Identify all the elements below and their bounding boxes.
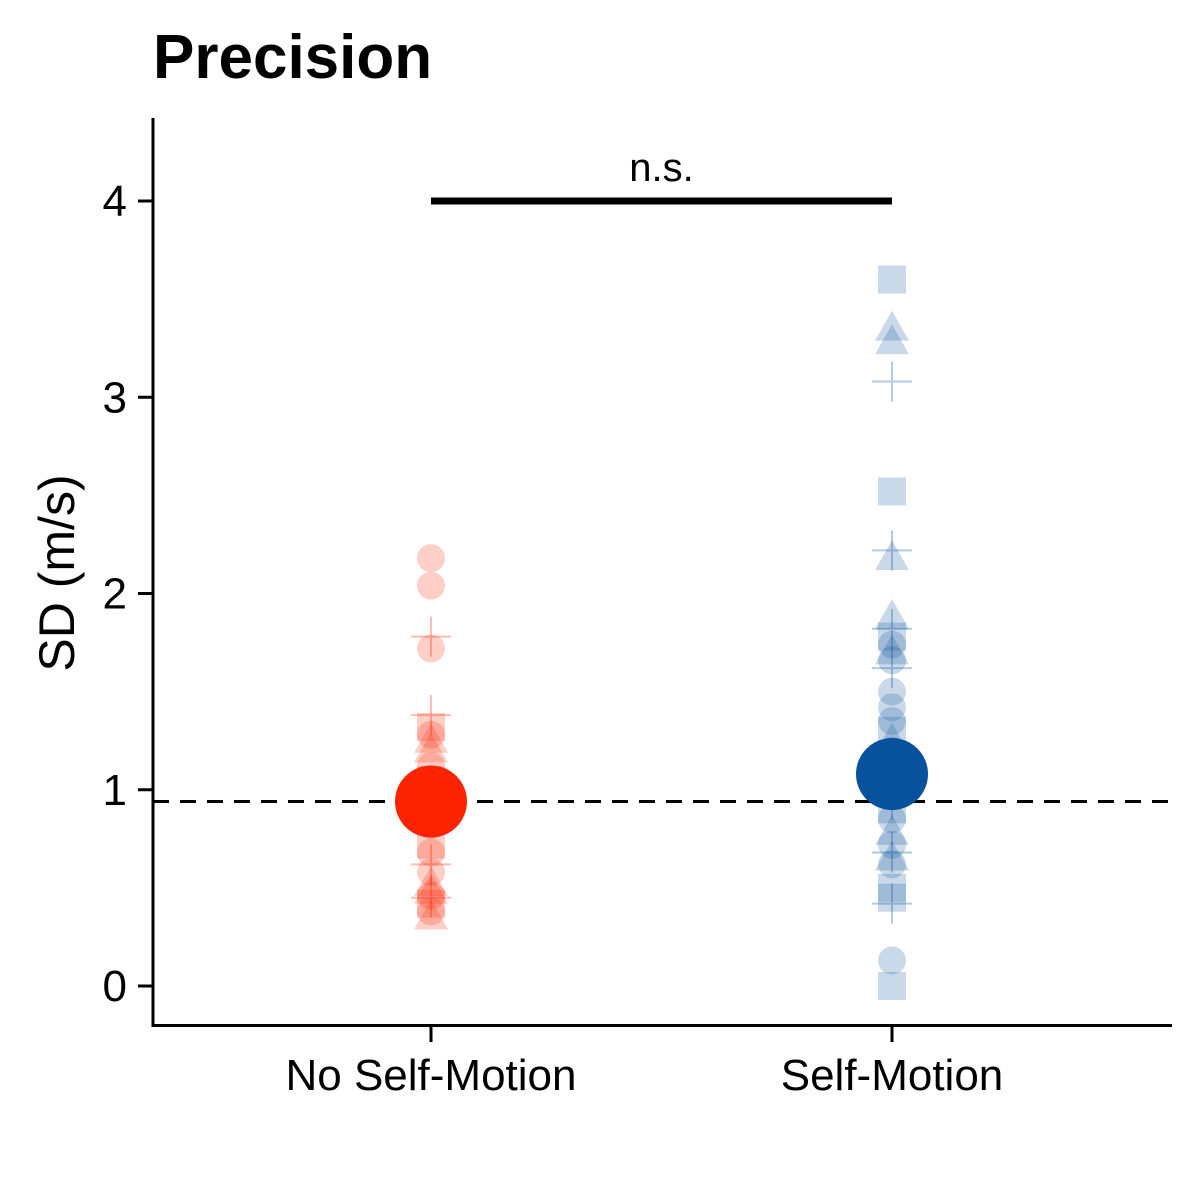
data-point-circle bbox=[417, 634, 445, 663]
data-point-circle bbox=[417, 544, 445, 573]
data-point-triangle bbox=[414, 732, 448, 763]
data-point-cross bbox=[872, 530, 912, 571]
data-point-square bbox=[878, 873, 906, 902]
x-axis-ticks: No Self-Motion Self-Motion bbox=[285, 1027, 1003, 1100]
data-point-circle bbox=[878, 707, 906, 736]
data-point-circle bbox=[878, 850, 906, 879]
series-points bbox=[411, 544, 451, 930]
data-point-triangle bbox=[414, 722, 448, 753]
data-point-circle bbox=[417, 720, 445, 749]
data-point-triangle bbox=[875, 599, 909, 630]
data-point-circle bbox=[878, 646, 906, 675]
data-point-circle bbox=[417, 571, 445, 600]
data-point-square bbox=[878, 883, 906, 912]
data-point-circle bbox=[878, 830, 906, 859]
y-axis-ticks: 0 1 2 3 4 bbox=[103, 177, 153, 1011]
y-tick-label: 2 bbox=[103, 570, 127, 619]
data-point-circle bbox=[878, 630, 906, 659]
data-point-circle bbox=[878, 805, 906, 834]
data-point-circle bbox=[878, 677, 906, 706]
y-tick-label: 4 bbox=[103, 177, 127, 226]
data-point-square bbox=[878, 622, 906, 651]
data-point-cross bbox=[411, 844, 451, 885]
mean-point bbox=[856, 738, 928, 811]
y-tick-label: 3 bbox=[103, 373, 127, 422]
data-point-circle bbox=[417, 858, 445, 887]
data-point-square bbox=[417, 889, 445, 918]
plot-area bbox=[153, 265, 1172, 1000]
data-point-triangle bbox=[875, 310, 909, 341]
data-point-circle bbox=[417, 838, 445, 867]
data-point-cross bbox=[872, 883, 912, 924]
data-point-cross bbox=[872, 608, 912, 649]
x-tick-label: No Self-Motion bbox=[285, 1051, 576, 1100]
significance-label: n.s. bbox=[629, 146, 693, 190]
y-tick-label: 0 bbox=[103, 962, 127, 1011]
data-point-circle bbox=[417, 897, 445, 926]
data-point-square bbox=[878, 265, 906, 294]
y-axis-title: SD (m/s) bbox=[29, 474, 85, 671]
data-point-cross bbox=[411, 695, 451, 736]
data-point-triangle bbox=[414, 865, 448, 896]
data-point-square bbox=[878, 477, 906, 506]
data-point-circle bbox=[417, 881, 445, 910]
mean-point bbox=[395, 765, 467, 838]
data-point-cross bbox=[411, 616, 451, 657]
y-tick-label: 1 bbox=[103, 766, 127, 815]
data-point-cross bbox=[872, 361, 912, 402]
data-point-cross bbox=[872, 832, 912, 873]
data-point-triangle bbox=[875, 634, 909, 665]
significance-annotation: n.s. bbox=[431, 146, 892, 205]
data-point-triangle bbox=[875, 540, 909, 571]
chart-title: Precision bbox=[153, 23, 432, 92]
data-point-triangle bbox=[414, 873, 448, 904]
data-point-triangle bbox=[414, 899, 448, 930]
series-points bbox=[872, 265, 912, 1000]
data-point-circle bbox=[878, 693, 906, 722]
data-point-triangle bbox=[875, 840, 909, 871]
data-point-square bbox=[417, 712, 445, 741]
data-point-cross bbox=[872, 648, 912, 689]
data-point-circle bbox=[878, 946, 906, 975]
x-tick-label: Self-Motion bbox=[781, 1051, 1004, 1100]
data-point-square bbox=[878, 972, 906, 1000]
data-point-triangle bbox=[875, 814, 909, 845]
data-point-triangle bbox=[875, 324, 909, 355]
data-point-cross bbox=[411, 877, 451, 918]
